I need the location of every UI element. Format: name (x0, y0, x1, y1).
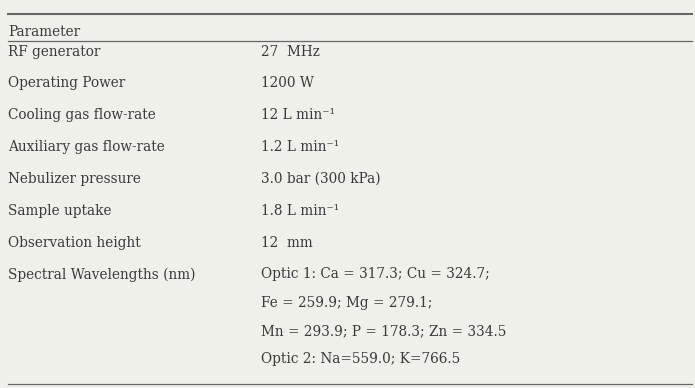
Text: Sample uptake: Sample uptake (8, 204, 112, 218)
Text: 1.2 L min⁻¹: 1.2 L min⁻¹ (261, 140, 339, 154)
Text: Parameter: Parameter (8, 25, 81, 39)
Text: Mn = 293.9; P = 178.3; Zn = 334.5: Mn = 293.9; P = 178.3; Zn = 334.5 (261, 324, 506, 338)
Text: 12  mm: 12 mm (261, 236, 312, 249)
Text: Spectral Wavelengths (nm): Spectral Wavelengths (nm) (8, 267, 196, 282)
Text: Auxiliary gas flow-rate: Auxiliary gas flow-rate (8, 140, 165, 154)
Text: 1.8 L min⁻¹: 1.8 L min⁻¹ (261, 204, 339, 218)
Text: Observation height: Observation height (8, 236, 141, 249)
Text: Fe = 259.9; Mg = 279.1;: Fe = 259.9; Mg = 279.1; (261, 296, 432, 310)
Text: 27  MHz: 27 MHz (261, 45, 320, 59)
Text: Cooling gas flow-rate: Cooling gas flow-rate (8, 108, 156, 122)
Text: Optic 2: Na=559.0; K=766.5: Optic 2: Na=559.0; K=766.5 (261, 352, 460, 366)
Text: 3.0 bar (300 kPa): 3.0 bar (300 kPa) (261, 172, 380, 186)
Text: Optic 1: Ca = 317.3; Cu = 324.7;: Optic 1: Ca = 317.3; Cu = 324.7; (261, 267, 489, 281)
Text: 1200 W: 1200 W (261, 76, 313, 90)
Text: Nebulizer pressure: Nebulizer pressure (8, 172, 141, 186)
Text: 12 L min⁻¹: 12 L min⁻¹ (261, 108, 334, 122)
Text: Operating Power: Operating Power (8, 76, 126, 90)
Text: RF generator: RF generator (8, 45, 101, 59)
